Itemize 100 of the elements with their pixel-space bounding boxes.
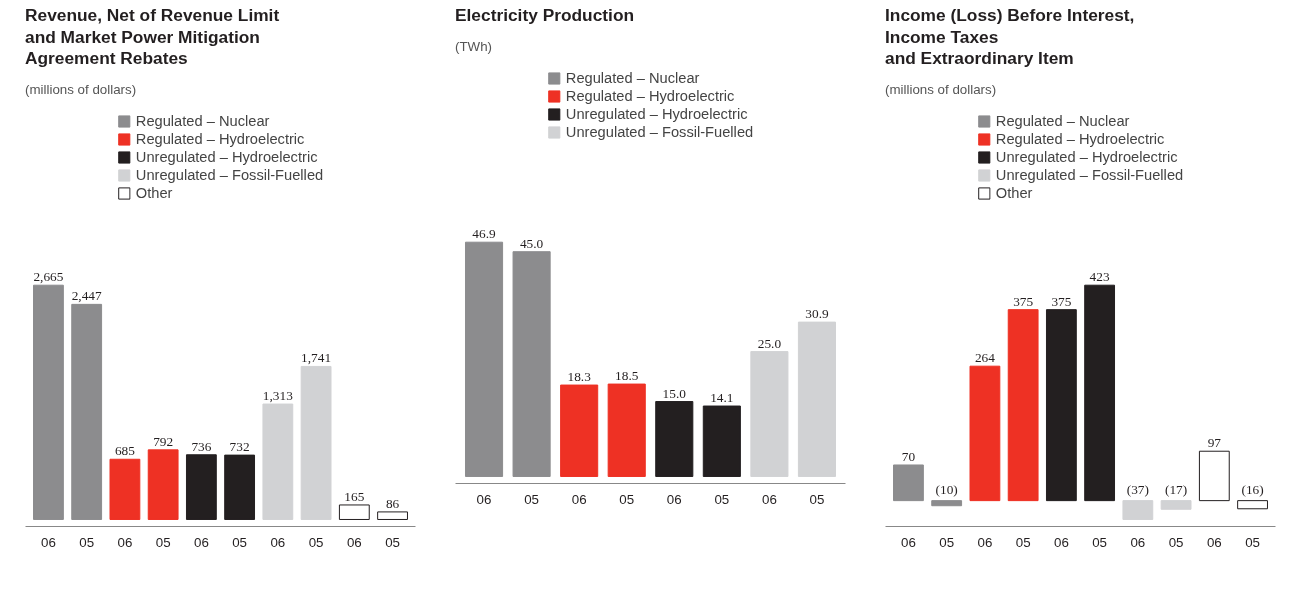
data-label: 97 xyxy=(1207,435,1222,451)
data-label: 15.0 xyxy=(662,385,687,401)
bar xyxy=(797,321,837,477)
data-label: (10) xyxy=(935,481,958,497)
x-tick-label: 06 xyxy=(193,534,209,550)
legend-label: Regulated – Hydroelectric xyxy=(135,131,305,147)
x-tick-label: 06 xyxy=(476,491,492,507)
bar xyxy=(560,384,599,477)
x-tick-label: 06 xyxy=(1206,534,1222,550)
x-tick-label: 05 xyxy=(809,491,825,507)
chart-title: Revenue, Net of Revenue Limit and Market Power Mitigation Agreement Rebates xyxy=(25,5,280,70)
data-label: 86 xyxy=(385,495,400,511)
data-label: 25.0 xyxy=(757,335,782,351)
bar xyxy=(750,350,789,477)
bar xyxy=(512,250,551,477)
bar xyxy=(1237,500,1268,510)
bar xyxy=(185,454,217,520)
bar xyxy=(33,284,64,520)
data-label: 18.5 xyxy=(615,367,639,383)
chart-subtitle: (millions of dollars) xyxy=(885,80,997,99)
x-tick-label: 06 xyxy=(41,534,56,550)
bar xyxy=(464,241,504,477)
x-tick-label: 05 xyxy=(714,491,730,507)
x-tick-label: 06 xyxy=(270,534,286,550)
x-tick-label: 05 xyxy=(308,534,324,550)
x-tick-label: 06 xyxy=(117,534,133,550)
data-label: 45.0 xyxy=(519,235,544,251)
chart-title: Income (Loss) Before Interest, Income Taxes and Extraordinary Item xyxy=(885,5,1135,70)
x-tick-label: 05 xyxy=(1168,534,1184,550)
data-label: (17) xyxy=(1164,481,1188,497)
data-label: (37) xyxy=(1126,481,1149,497)
bar xyxy=(338,504,370,520)
data-label: 165 xyxy=(344,488,365,504)
bar xyxy=(607,383,646,477)
data-label: 14.1 xyxy=(710,389,734,405)
x-tick-label: 06 xyxy=(761,491,777,507)
legend-label: Other xyxy=(995,185,1033,201)
bar xyxy=(1160,500,1192,510)
bar xyxy=(224,454,256,520)
data-label: 423 xyxy=(1089,269,1110,285)
x-tick-label: 05 xyxy=(385,534,400,550)
x-tick-label: 06 xyxy=(346,534,362,550)
data-label: 2,665 xyxy=(33,269,64,285)
bar xyxy=(300,365,332,520)
x-tick-label: 05 xyxy=(1092,534,1108,550)
legend-label: Unregulated – Fossil-Fuelled xyxy=(565,123,754,140)
x-tick-label: 05 xyxy=(939,534,955,550)
bar xyxy=(71,303,103,520)
x-tick-label: 06 xyxy=(1053,534,1069,550)
data-label: 375 xyxy=(1013,293,1034,309)
x-tick-label: 05 xyxy=(524,491,540,507)
x-tick-label: 06 xyxy=(901,534,916,550)
bar xyxy=(147,449,179,520)
data-label: 30.9 xyxy=(805,305,829,321)
bar xyxy=(969,365,1001,502)
data-label: 1,741 xyxy=(301,350,332,366)
x-tick-label: 05 xyxy=(232,534,248,550)
x-tick-label: 05 xyxy=(1015,534,1031,550)
legend-label: Regulated – Hydroelectric xyxy=(995,131,1165,147)
x-tick-label: 06 xyxy=(1130,534,1146,550)
legend-label: Unregulated – Hydroelectric xyxy=(135,149,318,165)
data-label: 1,313 xyxy=(262,388,294,404)
data-label: 264 xyxy=(974,350,996,366)
bar xyxy=(1084,284,1116,502)
bar xyxy=(931,500,963,507)
legend-label: Regulated – Nuclear xyxy=(135,113,270,129)
bar xyxy=(1007,309,1039,502)
legend-label: Regulated – Hydroelectric xyxy=(565,87,735,104)
x-tick-label: 05 xyxy=(79,534,95,550)
bar xyxy=(1198,450,1230,502)
legend-label: Unregulated – Hydroelectric xyxy=(995,149,1178,165)
data-label: 375 xyxy=(1051,293,1072,309)
legend-label: Regulated – Nuclear xyxy=(565,69,700,86)
chart-subtitle: (millions of dollars) xyxy=(25,80,137,99)
bar xyxy=(1122,500,1154,520)
bar xyxy=(377,511,408,520)
legend-label: Other xyxy=(135,185,173,201)
legend-label: Unregulated – Fossil-Fuelled xyxy=(995,167,1184,183)
data-label: 736 xyxy=(191,438,212,454)
data-label: 732 xyxy=(229,439,250,455)
data-label: 685 xyxy=(114,443,136,459)
bar xyxy=(702,405,741,477)
bar xyxy=(893,464,924,502)
legend-label: Unregulated – Hydroelectric xyxy=(565,105,748,122)
x-tick-label: 05 xyxy=(155,534,171,550)
data-label: 46.9 xyxy=(472,225,497,241)
data-label: 792 xyxy=(153,433,174,449)
bar xyxy=(655,400,694,477)
x-tick-label: 05 xyxy=(1245,534,1260,550)
bar xyxy=(109,458,141,520)
x-tick-label: 06 xyxy=(571,491,587,507)
data-label: (16) xyxy=(1241,481,1264,497)
data-label: 70 xyxy=(901,448,916,464)
legend-label: Regulated – Nuclear xyxy=(995,113,1130,129)
bar xyxy=(262,403,294,520)
chart-subtitle: (TWh) xyxy=(455,37,493,56)
chart-title: Electricity Production xyxy=(455,5,635,27)
x-tick-label: 06 xyxy=(977,534,993,550)
data-label: 18.3 xyxy=(567,368,592,384)
legend-label: Unregulated – Fossil-Fuelled xyxy=(135,167,324,183)
